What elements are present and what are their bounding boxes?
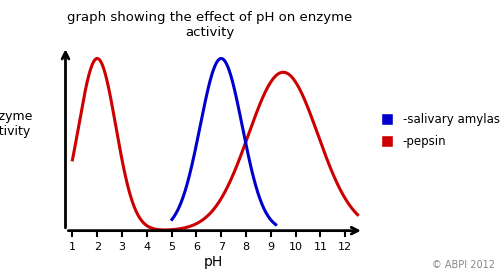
Text: 12: 12: [338, 242, 352, 252]
Text: 7: 7: [218, 242, 225, 252]
Text: 8: 8: [242, 242, 250, 252]
Text: 6: 6: [193, 242, 200, 252]
Text: 9: 9: [267, 242, 274, 252]
Text: 11: 11: [314, 242, 328, 252]
Text: graph showing the effect of pH on enzyme
activity: graph showing the effect of pH on enzyme…: [68, 11, 352, 39]
Text: © ABPI 2012: © ABPI 2012: [432, 260, 495, 270]
Text: 2: 2: [94, 242, 101, 252]
Text: 3: 3: [118, 242, 126, 252]
Legend: -salivary amylase, -pepsin: -salivary amylase, -pepsin: [371, 108, 500, 153]
Text: 5: 5: [168, 242, 175, 252]
Text: 10: 10: [288, 242, 302, 252]
Text: 1: 1: [69, 242, 76, 252]
Text: 4: 4: [144, 242, 150, 252]
Text: pH: pH: [204, 255, 224, 269]
Text: enzyme
activity: enzyme activity: [0, 110, 32, 138]
